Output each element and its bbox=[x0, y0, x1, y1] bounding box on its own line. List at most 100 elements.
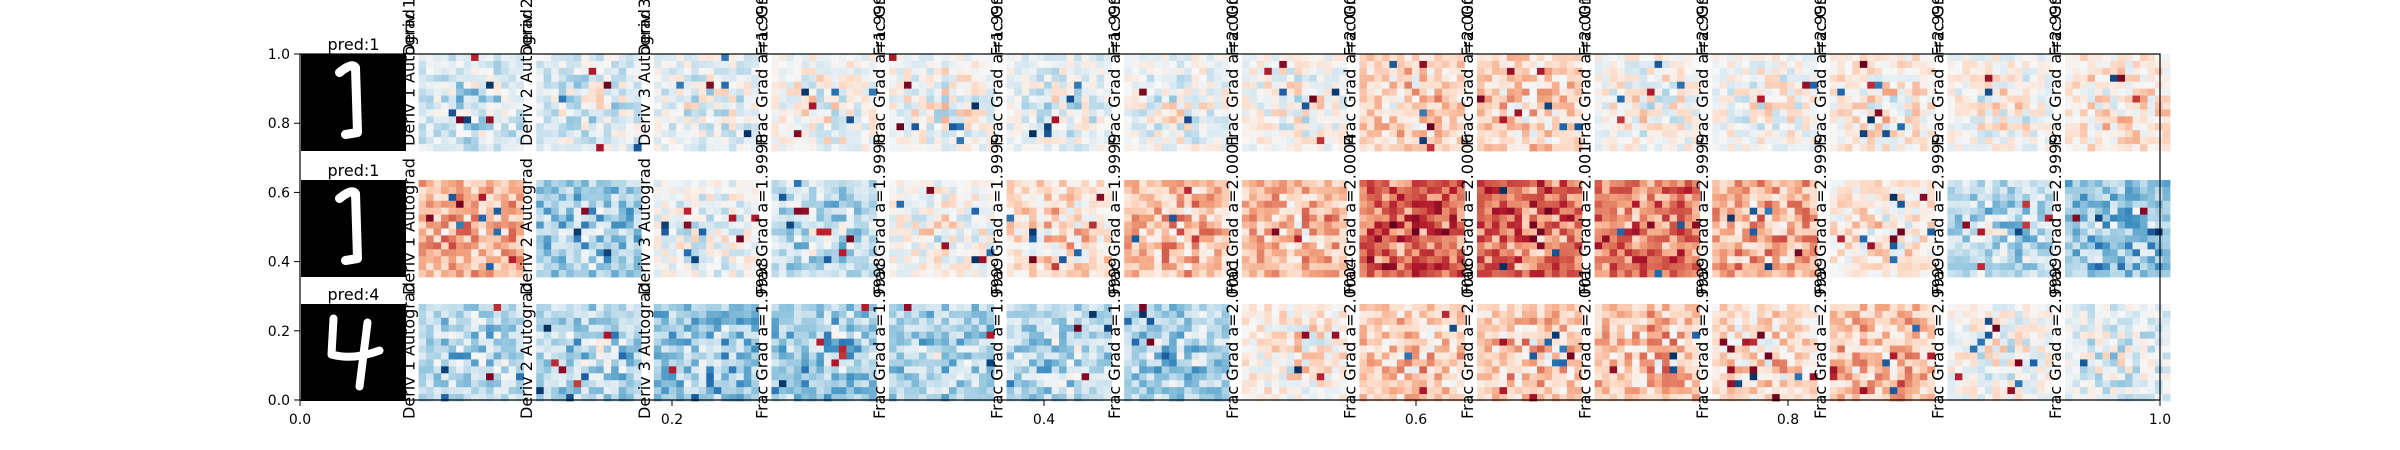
heatmap-panel bbox=[536, 54, 642, 152]
panel-title: Frac Grad a=1.9998 bbox=[752, 133, 771, 295]
heatmap-panel bbox=[1594, 54, 1700, 152]
heatmap-panel bbox=[1829, 54, 1936, 152]
pred-label: pred:1 bbox=[328, 161, 380, 180]
y-tick-label: 1.0 bbox=[268, 47, 290, 63]
x-tick-label: 0.0 bbox=[289, 412, 311, 428]
panel-title: Frac Grad a=2.9999 bbox=[1811, 0, 1830, 56]
heatmap-panel bbox=[653, 180, 760, 278]
heatmap-panel bbox=[536, 304, 642, 402]
input-digit-image bbox=[301, 54, 406, 151]
panel-title: Frac Grad a=2.001 bbox=[1576, 144, 1595, 295]
panel-title: Deriv 2 Autograd bbox=[517, 0, 536, 56]
panel-title: Frac Grad a=2.0006 bbox=[1458, 0, 1477, 56]
panel-title: Deriv 1 Autograd bbox=[400, 0, 419, 56]
heatmap-panel bbox=[1477, 54, 1583, 152]
panel-title: Frac Grad a=2.001 bbox=[1576, 0, 1595, 56]
column-title: Frac Grad a=2.9999 bbox=[2046, 0, 2065, 146]
x-tick-label: 0.6 bbox=[1405, 412, 1427, 428]
heatmap-panel bbox=[1241, 304, 1348, 402]
heatmap-panel bbox=[418, 54, 524, 152]
panel-title: Frac Grad a=2.9999 bbox=[1693, 257, 1712, 419]
outer-axes bbox=[299, 53, 2161, 401]
column-title: Frac Grad a=1.9999 bbox=[988, 0, 1007, 146]
column-title: Frac Grad a=2.9999 bbox=[1811, 0, 1830, 146]
panel-title: Frac Grad a=2.9999 bbox=[1928, 0, 1947, 56]
panel-title: Frac Grad a=2.0004 bbox=[1340, 0, 1359, 56]
column-title: Frac Grad a=2.001 bbox=[1576, 0, 1595, 146]
heatmap-panel bbox=[1829, 180, 1936, 278]
heatmap-panel bbox=[1006, 54, 1112, 152]
panel-title: Frac Grad a=1.9998 bbox=[870, 0, 889, 56]
heatmap-panel bbox=[653, 304, 760, 402]
axis-ticks: 0.0 0.2 0.4 0.6 0.8 1.0 0.0 0.2 0.4 0.6 0.8 1.0 bbox=[268, 47, 2171, 428]
column-title: Deriv 2 Autograd bbox=[517, 9, 536, 146]
x-tick-label: 0.8 bbox=[1777, 412, 1799, 428]
column-titles: Deriv 1 Autograd Deriv 2 Autograd Deriv 3 … bbox=[400, 0, 2065, 419]
panel-title: Frac Grad a=1.9999 bbox=[988, 257, 1007, 419]
panel-title: Frac Grad a=1.9998 bbox=[752, 0, 771, 56]
axes-frame bbox=[299, 53, 2161, 401]
column-title: Frac Grad a=2.0000 bbox=[1223, 0, 1242, 146]
panel-title: Frac Grad a=2.9999 bbox=[2046, 0, 2065, 56]
heatmap-panel bbox=[418, 304, 524, 402]
panel-title: Frac Grad a=1.9998 bbox=[870, 133, 889, 295]
panel-title: Deriv 3 Autograd bbox=[635, 0, 654, 56]
panel-title: Deriv 2 Autograd bbox=[517, 158, 536, 295]
x-tick-label: 1.0 bbox=[2149, 412, 2171, 428]
y-tick-label: 0.2 bbox=[268, 324, 290, 340]
column-title: Frac Grad a=2.0006 bbox=[1458, 0, 1477, 146]
heatmap-panel bbox=[1594, 304, 1700, 402]
heatmap-panel bbox=[771, 54, 877, 152]
pred-label: pred:1 bbox=[328, 35, 380, 54]
panel-title: Frac Grad a=1.9998 bbox=[870, 257, 889, 419]
x-tick-label: 0.4 bbox=[1033, 412, 1055, 428]
heatmap-panel bbox=[1241, 54, 1348, 152]
heatmap-panel bbox=[889, 54, 995, 152]
panel-title: Frac Grad a=2.0006 bbox=[1458, 133, 1477, 295]
heatmap-panel bbox=[2065, 180, 2171, 278]
heatmap-panel bbox=[1712, 304, 1818, 402]
heatmap-panel bbox=[1359, 180, 1465, 278]
heatmap-panel bbox=[889, 304, 995, 402]
heatmap-panel bbox=[1477, 304, 1583, 402]
column-title: Frac Grad a=1.9998 bbox=[870, 0, 889, 146]
panel-title: Frac Grad a=2.9999 bbox=[2046, 257, 2065, 419]
panel-title: Frac Grad a=1.9999 bbox=[1105, 257, 1124, 419]
column-title: Frac Grad a=2.9999 bbox=[1693, 0, 1712, 146]
heatmap-panel bbox=[1712, 54, 1818, 152]
heatmap-panel bbox=[771, 304, 877, 402]
panel-title: Deriv 1 Autograd bbox=[400, 158, 419, 295]
heatmap-panel bbox=[1359, 54, 1465, 152]
panel-title: Frac Grad a=2.0006 bbox=[1458, 257, 1477, 419]
pred-label: pred:4 bbox=[328, 285, 380, 304]
column-title: Deriv 3 Autograd bbox=[635, 9, 654, 146]
heatmap-panel bbox=[1712, 180, 1818, 278]
x-tick-label: 0.2 bbox=[661, 412, 683, 428]
heatmap-panel bbox=[1359, 304, 1465, 402]
heatmap-panel bbox=[1947, 54, 2053, 152]
panel-title: Deriv 3 Autograd bbox=[635, 158, 654, 295]
panel-title: Frac Grad a=1.9999 bbox=[988, 0, 1007, 56]
column-title: Deriv 1 Autograd bbox=[400, 9, 419, 146]
heatmap-panel bbox=[536, 180, 642, 278]
heatmap-panel bbox=[1124, 54, 1230, 152]
panel-title: Frac Grad a=2.9999 bbox=[1693, 0, 1712, 56]
heatmap-panel bbox=[771, 180, 877, 278]
heatmap-panel bbox=[2065, 54, 2171, 152]
heatmap-panel bbox=[1947, 304, 2053, 402]
panel-title: Frac Grad a=2.0001 bbox=[1223, 257, 1242, 419]
heatmap-panel bbox=[889, 180, 995, 278]
panel-title: Frac Grad a=1.9998 bbox=[752, 257, 771, 419]
panel-title: Deriv 3 Autograd bbox=[635, 282, 654, 419]
input-digit-image bbox=[301, 180, 406, 277]
panel-title: Frac Grad a=2.9999 bbox=[1693, 133, 1712, 295]
heatmap-panel bbox=[1124, 304, 1230, 402]
panel-title: Frac Grad a=2.0004 bbox=[1340, 133, 1359, 295]
heatmap-panel bbox=[1124, 180, 1230, 278]
panel-title: Frac Grad a=2.0001 bbox=[1223, 133, 1242, 295]
heatmap-panel bbox=[1829, 304, 1936, 402]
y-tick-label: 0.6 bbox=[268, 185, 290, 201]
column-title: Frac Grad a=2.0003 bbox=[1340, 0, 1359, 146]
heatmap-panel bbox=[418, 180, 524, 278]
